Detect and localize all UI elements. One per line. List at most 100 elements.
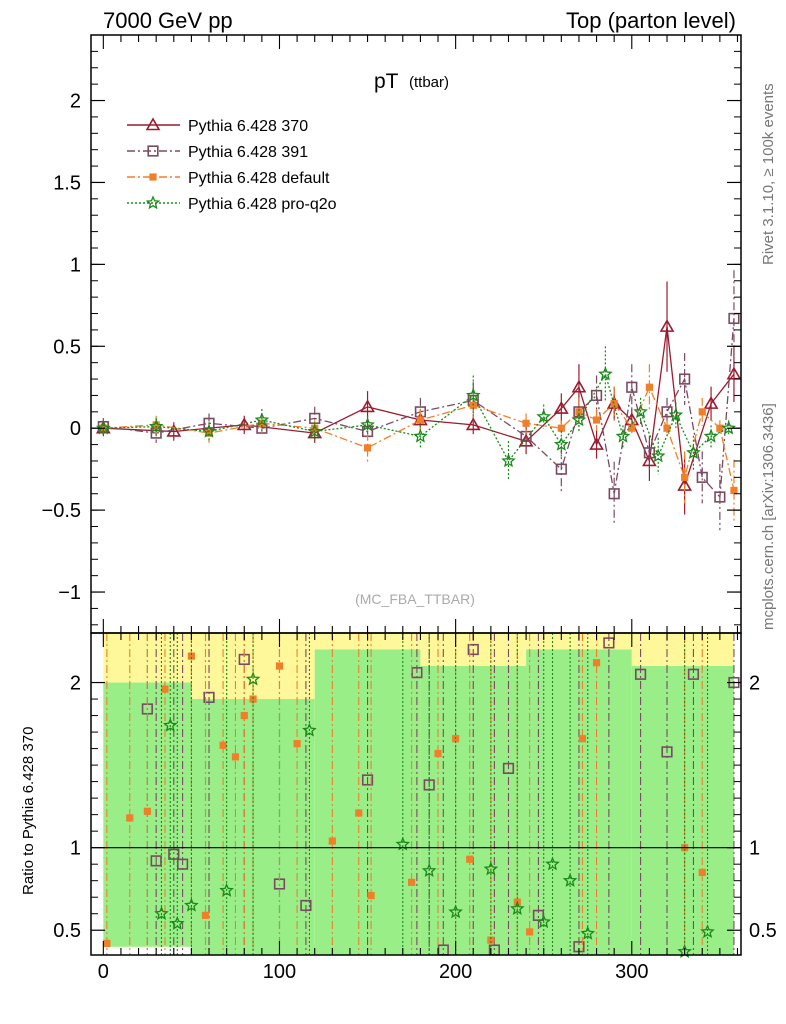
plot-subtitle: (ttbar) (409, 74, 449, 91)
data-point-star (615, 428, 631, 443)
data-point-filled-square (698, 408, 706, 416)
data-point-filled-square (103, 939, 111, 948)
data-point-square (608, 488, 620, 500)
data-point-square (687, 668, 700, 680)
data-point-star (501, 453, 516, 468)
ratio-uncertainty-bands (103, 633, 734, 955)
data-point-triangle (465, 417, 481, 431)
data-point-star (95, 420, 111, 435)
x-tick-label: 100 (263, 961, 296, 983)
data-point-filled-square (152, 421, 160, 429)
data-point-filled-square (407, 878, 416, 886)
data-point-triangle (589, 436, 604, 450)
plot-axes: −1 −0.5 0 0.5 1 1.5 2 0 100 200 300 0.5 0.5 1 1 2 2 (42, 34, 777, 983)
data-point-star (302, 722, 317, 737)
data-point-star (545, 856, 560, 871)
x-tick-label: 200 (439, 961, 472, 983)
data-point-triangle (236, 417, 252, 431)
data-point-star (633, 404, 648, 419)
data-point-star (483, 861, 499, 876)
data-point-star (145, 195, 161, 210)
data-point-filled-square (522, 419, 530, 427)
data-point-star (162, 717, 178, 732)
data-point-square (467, 643, 479, 656)
ratio-y-tick-label-right: 1 (749, 838, 760, 860)
ratio-y-tick-label-right: 2 (749, 673, 760, 695)
data-point-square (300, 899, 312, 912)
data-point-filled-square (355, 809, 363, 817)
y-tick-label: 1 (70, 254, 81, 276)
data-point-filled-square (663, 424, 671, 432)
data-point-star (571, 412, 587, 427)
ratio-y-tick-label: 0.5 (53, 920, 81, 942)
data-point-filled-square (592, 659, 601, 667)
data-point-filled-square (592, 416, 601, 424)
data-point-star (536, 914, 552, 929)
ratio-y-tick-label: 1 (70, 838, 81, 860)
legend: Pythia 6.428 370 Pythia 6.428 391 Pythia 6… (127, 117, 337, 213)
data-point-square (696, 471, 708, 483)
data-point-filled-square (201, 911, 210, 919)
x-tick-label: 300 (615, 961, 648, 983)
data-point-triangle (553, 400, 569, 414)
data-point-square (714, 491, 726, 503)
data-point-filled-square (487, 936, 495, 944)
data-point-square (502, 762, 515, 775)
data-point-triangle (642, 453, 657, 467)
y-tick-label: 0.5 (53, 336, 81, 358)
data-point-filled-square (466, 855, 474, 863)
data-point-filled-square (187, 652, 196, 660)
data-point-filled-square (149, 173, 157, 181)
data-point-square (661, 406, 673, 418)
series-line (103, 385, 735, 491)
data-point-star (184, 897, 199, 912)
data-point-filled-square (716, 424, 724, 432)
data-point-filled-square (161, 685, 169, 693)
ratio-y-tick-label-right: 0.5 (749, 920, 777, 942)
series-line (103, 326, 735, 486)
y-tick-label: 1.5 (53, 172, 81, 194)
y-tick-label: −0.5 (42, 500, 81, 522)
data-point-star (686, 445, 701, 459)
data-point-filled-square (293, 740, 301, 748)
data-point-filled-square (275, 662, 284, 670)
data-point-square (176, 858, 189, 870)
data-point-square (643, 447, 656, 459)
main-plot-marks (95, 270, 742, 531)
data-point-filled-square (610, 400, 618, 408)
data-point-filled-square (219, 741, 227, 749)
data-point-filled-square (698, 868, 706, 877)
data-point-filled-square (328, 837, 336, 845)
data-point-triangle (726, 366, 742, 380)
x-tick-label: 0 (98, 961, 109, 983)
data-point-square (203, 691, 215, 703)
data-point-star (201, 423, 217, 438)
y-tick-label: −1 (58, 582, 81, 604)
data-point-filled-square (249, 695, 257, 703)
data-point-star (421, 863, 437, 877)
data-point-star (170, 915, 185, 930)
data-point-filled-square (363, 444, 372, 452)
data-point-square (361, 774, 374, 786)
data-point-star (360, 417, 375, 432)
data-point-filled-square (681, 473, 689, 481)
data-point-filled-square (416, 416, 425, 424)
data-point-star (465, 387, 481, 402)
legend-label: Pythia 6.428 370 (188, 118, 308, 135)
data-point-filled-square (557, 424, 565, 432)
header-observable: Top (parton level) (566, 8, 736, 33)
data-point-filled-square (205, 429, 213, 437)
data-point-star (668, 407, 684, 422)
data-point-filled-square (575, 408, 583, 416)
data-point-star (553, 436, 569, 451)
data-point-star (148, 418, 164, 433)
legend-label: Pythia 6.428 default (188, 170, 330, 187)
data-point-triangle (145, 117, 161, 131)
data-point-triangle (571, 379, 587, 393)
analysis-watermark: (MC_FBA_TTBAR) (355, 591, 475, 607)
data-point-star (562, 873, 578, 887)
data-point-square (555, 463, 567, 475)
data-point-star (154, 905, 169, 921)
data-point-star (598, 366, 613, 381)
